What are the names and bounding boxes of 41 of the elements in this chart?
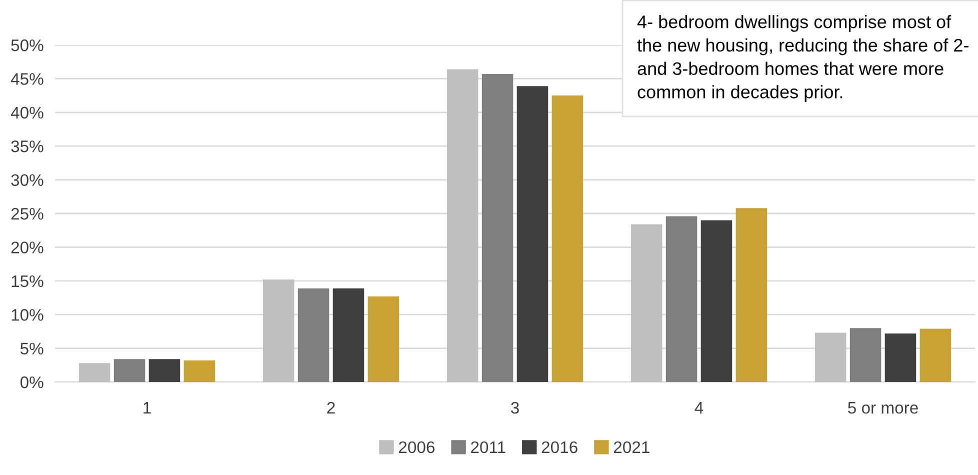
- legend-label: 2006: [398, 441, 434, 454]
- bar: [630, 224, 662, 382]
- y-tick-label: 10%: [12, 309, 44, 321]
- legend-label: 2021: [614, 441, 650, 454]
- y-tick-label: 15%: [12, 275, 44, 288]
- y-tick-label: 0%: [20, 376, 44, 388]
- y-tick-label: 45%: [10, 73, 44, 85]
- bar: [552, 96, 584, 382]
- y-tick-label: 30%: [11, 174, 44, 186]
- x-tick-label: 3: [511, 402, 519, 414]
- bar: [148, 359, 180, 382]
- bar: [700, 220, 732, 382]
- y-tick-label: 20%: [11, 242, 44, 254]
- bar: [368, 296, 400, 382]
- bar: [850, 328, 882, 382]
- bar: [446, 69, 478, 382]
- bar: [332, 288, 364, 382]
- bar: [884, 333, 916, 382]
- bar: [736, 208, 768, 382]
- y-tick-label: 35%: [11, 140, 44, 152]
- y-tick-label: 25%: [11, 208, 44, 220]
- x-tick-label: 1: [144, 402, 151, 414]
- bar: [114, 359, 146, 382]
- bar: [78, 363, 110, 382]
- y-tick-label: 50%: [11, 39, 44, 52]
- bar: [262, 280, 294, 382]
- y-tick-label: 40%: [10, 106, 44, 119]
- annotation: 4- bedroom dwellings comprise most of the new housing, reducing the share of 2- and 3-bedroom homes that were more common in decades prior.: [637, 15, 968, 102]
- bar: [814, 332, 846, 382]
- bar: [920, 328, 952, 382]
- legend-label: 2016: [542, 441, 578, 454]
- x-tick-label: 2: [327, 402, 335, 414]
- x-tick-label: 4: [694, 402, 704, 414]
- bar: [298, 288, 330, 382]
- bar: [516, 86, 548, 382]
- bar: [184, 360, 216, 382]
- bar: [666, 216, 698, 382]
- y-tick-label: 5%: [20, 342, 44, 355]
- x-tick-label: 5 or more: [848, 402, 918, 414]
- bar: [482, 74, 514, 382]
- legend-label: 2011: [471, 441, 506, 454]
